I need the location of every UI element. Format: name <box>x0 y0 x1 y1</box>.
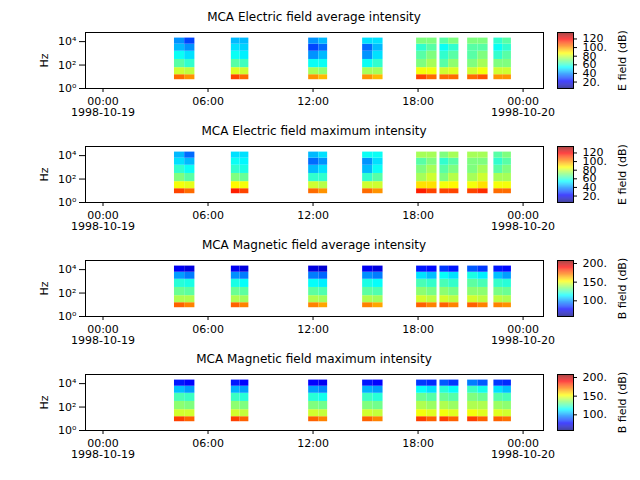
svg-text:150.: 150. <box>583 276 608 289</box>
svg-text:10⁰: 10⁰ <box>58 82 77 95</box>
svg-text:12:00: 12:00 <box>297 95 329 108</box>
html-text:MCA Electric field average int: MCA Electric field average intensity <box>207 10 421 24</box>
svg-text:80: 80 <box>582 163 597 177</box>
svg-text:E field (dB): E field (dB) <box>616 144 629 205</box>
svg-text:10²: 10² <box>58 287 76 300</box>
html-text:MCA Magnetic field average int: MCA Magnetic field average intensity <box>201 238 427 252</box>
svg-text:Hz: Hz <box>38 53 51 67</box>
svg-text:40: 40 <box>582 66 597 80</box>
svg-text:150.: 150. <box>583 390 608 403</box>
svg-text:00:001998-10-20: 00:001998-10-20 <box>491 323 555 347</box>
svg-text:18:00: 18:00 <box>402 209 434 222</box>
svg-text:10⁴: 10⁴ <box>58 263 77 276</box>
html-text:MCA Electric field maximum int: MCA Electric field maximum intensity <box>201 124 427 138</box>
svg-text:E field (dB): E field (dB) <box>616 30 629 91</box>
svg-text:100.: 100. <box>583 408 608 421</box>
svg-text:10⁰: 10⁰ <box>58 310 77 323</box>
svg-text:Hz: Hz <box>38 395 51 409</box>
svg-text:00:001998-10-20: 00:001998-10-20 <box>491 209 555 233</box>
svg-text:00:001998-10-20: 00:001998-10-20 <box>491 95 555 119</box>
svg-text:00:001998-10-19: 00:001998-10-19 <box>71 95 135 119</box>
svg-text:12:00: 12:00 <box>297 209 329 222</box>
svg-text:00:001998-10-19: 00:001998-10-19 <box>71 323 135 347</box>
svg-text:10⁴: 10⁴ <box>58 377 77 390</box>
svg-text:100.: 100. <box>582 41 607 55</box>
svg-text:00:001998-10-20: 00:001998-10-20 <box>491 437 555 461</box>
svg-text:60: 60 <box>582 172 597 186</box>
svg-text:B field (dB): B field (dB) <box>616 258 629 319</box>
svg-text:18:00: 18:00 <box>402 323 434 336</box>
html-text:MCA Magnetic field maximum int: MCA Magnetic field maximum intensity <box>196 352 432 366</box>
svg-text:12:00: 12:00 <box>297 437 329 450</box>
svg-text:100.: 100. <box>582 155 607 169</box>
svg-text:10²: 10² <box>58 401 76 414</box>
svg-text:06:00: 06:00 <box>192 209 224 222</box>
svg-text:10⁰: 10⁰ <box>58 196 77 209</box>
svg-text:200.: 200. <box>583 371 608 384</box>
svg-text:18:00: 18:00 <box>402 95 434 108</box>
svg-text:Hz: Hz <box>38 281 51 295</box>
svg-text:10⁴: 10⁴ <box>58 149 77 162</box>
svg-text:06:00: 06:00 <box>192 95 224 108</box>
svg-text:20.: 20. <box>582 189 600 203</box>
svg-text:Hz: Hz <box>38 167 51 181</box>
svg-text:06:00: 06:00 <box>192 437 224 450</box>
svg-text:80: 80 <box>582 49 597 63</box>
svg-text:10⁴: 10⁴ <box>58 35 77 48</box>
svg-text:18:00: 18:00 <box>402 437 434 450</box>
svg-text:120: 120 <box>583 32 604 45</box>
svg-text:10²: 10² <box>58 59 76 72</box>
svg-text:20.: 20. <box>582 75 600 89</box>
svg-text:120: 120 <box>583 146 604 159</box>
svg-text:12:00: 12:00 <box>297 323 329 336</box>
svg-text:60: 60 <box>582 58 597 72</box>
svg-text:40: 40 <box>582 180 597 194</box>
svg-text:10²: 10² <box>58 173 76 186</box>
svg-text:200.: 200. <box>583 257 608 270</box>
svg-text:B field (dB): B field (dB) <box>616 372 629 433</box>
svg-text:06:00: 06:00 <box>192 323 224 336</box>
svg-text:00:001998-10-19: 00:001998-10-19 <box>71 209 135 233</box>
svg-text:00:001998-10-19: 00:001998-10-19 <box>71 437 135 461</box>
svg-text:10⁰: 10⁰ <box>58 424 77 437</box>
svg-text:100.: 100. <box>583 294 608 307</box>
